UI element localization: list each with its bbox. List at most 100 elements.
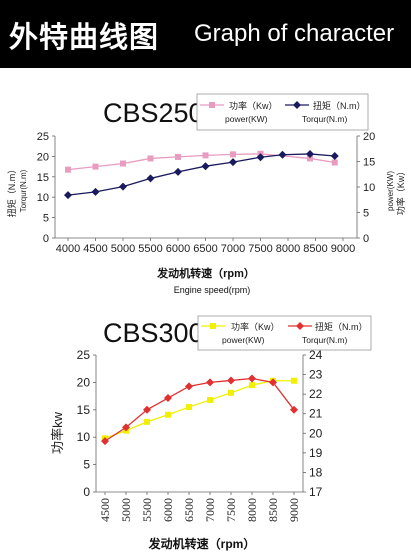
- chart1-ytick-left-label: 5: [43, 213, 49, 225]
- chart2-legend-torque-marker: [296, 322, 304, 330]
- header-title-en: Graph of character: [194, 20, 395, 47]
- chart2-series-1-point: [269, 378, 277, 387]
- chart1-series-1-point: [64, 191, 72, 200]
- chart1-series-0-point: [147, 155, 154, 162]
- chart1-series-0-point: [230, 151, 236, 158]
- chart1-ytick-right-label: 0: [363, 233, 369, 245]
- chart1-legend: 功率（Kw） power(KW) 扭矩（N.m） Torqur(N.m): [196, 93, 369, 131]
- chart1-legend-power-marker: [209, 102, 215, 108]
- chart1-series-0-point: [331, 159, 338, 166]
- chart1-series: [64, 149, 339, 200]
- chart1-xtick-label: 9000: [331, 243, 355, 255]
- chart2-series-0-point: [207, 396, 213, 403]
- chart1-series-1-point: [330, 151, 339, 160]
- chart2-xlabel: 发动机转速（rpm）: [148, 536, 256, 551]
- chart2-series-1-point: [206, 378, 214, 387]
- chart2-ytick-left-label: 20: [77, 375, 91, 389]
- cbs300-chart: CBS300 功率（Kw） power(KW) 扭矩（N.m） Torqur(N…: [50, 315, 372, 551]
- chart1-ytick-right-label: 5: [363, 208, 369, 220]
- chart2-xtick-label: 7000: [203, 498, 217, 522]
- chart2-legend: 功率（Kw） power(KW) 扭矩（N.m） Torqur(N.m): [197, 315, 372, 351]
- chart1-ylabel-right: 功率（Kw）: [395, 167, 406, 216]
- chart1-title: CBS250: [103, 98, 204, 128]
- chart2-ytick-right-label: 19: [309, 446, 323, 460]
- chart2-ytick-right-label: 17: [309, 485, 323, 499]
- chart2-series-0-line: [104, 380, 294, 439]
- chart2-ytick-left-label: 10: [77, 430, 91, 444]
- chart1-ytick-left-label: 20: [37, 151, 49, 163]
- chart1-series-1-line: [67, 153, 335, 196]
- chart2-series-1-point: [164, 394, 172, 403]
- chart1-series-0-line: [67, 153, 335, 171]
- chart2-ytick-right-label: 23: [309, 368, 323, 382]
- chart2-xtick-label: 8500: [266, 498, 280, 522]
- chart1-xtick-label: 7500: [248, 243, 272, 255]
- chart2-ytick-right-label: 21: [309, 407, 323, 421]
- chart1-series-1-point: [146, 174, 155, 183]
- chart2-series-1-point: [185, 382, 193, 391]
- chart2-xtick-label: 9000: [287, 498, 301, 522]
- chart2-legend-torque-label: 扭矩（N.m）: [315, 321, 368, 332]
- chart1-series-1-point: [306, 149, 314, 158]
- chart1-series-0-point: [307, 155, 313, 162]
- chart1-legend-power-label-en: power(KW): [225, 114, 268, 124]
- chart2-series-0-point: [144, 418, 150, 425]
- chart1-series-0-point: [202, 152, 209, 159]
- chart2-series-1-point: [122, 423, 130, 432]
- chart2-xtick-label: 5500: [140, 498, 154, 522]
- chart2-series-1-point: [143, 405, 151, 414]
- chart1-series-1-point: [201, 162, 210, 171]
- chart1-series-0-point: [120, 160, 126, 167]
- chart2-ylabel-left: 功率kw: [50, 411, 65, 454]
- chart1-xtick-label: 4500: [83, 243, 107, 255]
- chart1-series-1-point: [229, 158, 237, 167]
- chart2-xtick-label: 5000: [119, 498, 133, 522]
- chart1-ytick-right-label: 15: [363, 157, 375, 169]
- chart1-ytick-left-label: 15: [37, 172, 49, 184]
- chart1-ytick-right-label: 20: [363, 131, 375, 143]
- chart2-xtick-label: 6000: [161, 498, 175, 522]
- chart1-xtick-label: 8500: [303, 243, 327, 255]
- chart1-series-1-point: [174, 167, 182, 176]
- chart2-xtick-label: 6500: [182, 498, 196, 522]
- chart1-ytick-right-label: 10: [363, 182, 375, 194]
- chart2-series-1-point: [290, 405, 298, 414]
- chart2-axes: 0 5 10 15 20 25 17 18 19 20 21 22 23 24 4500 5000 5500 60…: [77, 348, 323, 522]
- chart1-ylabel-right-en: power(KW): [386, 171, 395, 211]
- chart1-xtick-label: 4000: [56, 243, 80, 255]
- chart1-xlabel: 发动机转速（rpm）: [156, 266, 255, 280]
- chart2-ytick-left-label: 5: [83, 458, 90, 472]
- chart1-series-1-point: [119, 182, 127, 191]
- chart2-title: CBS300: [103, 318, 204, 348]
- cbs250-chart: CBS250 功率（Kw） power(KW) 扭矩（N.m） Torqur(N…: [6, 93, 406, 295]
- chart2-series-1-point: [227, 376, 235, 385]
- chart2-ytick-right-label: 24: [309, 348, 323, 362]
- chart1-ytick-left-label: 10: [37, 192, 49, 204]
- chart1-series-0-point: [92, 163, 99, 170]
- chart1-series-0-point: [65, 166, 71, 173]
- chart2-legend-power-marker: [210, 323, 216, 329]
- chart1-series-1-point: [278, 150, 287, 159]
- chart1-series-0-point: [175, 153, 181, 160]
- chart1-xtick-label: 6500: [193, 243, 217, 255]
- chart2-xtick-label: 8000: [245, 498, 259, 522]
- page-header: 外特曲线图 Graph of character: [0, 0, 411, 68]
- chart1-series-1-point: [91, 187, 100, 196]
- chart1-xtick-label: 5000: [111, 243, 135, 255]
- chart1-ylabel-left-en: Torqur(N.m): [19, 169, 28, 212]
- chart2-series-1-point: [248, 374, 256, 383]
- chart1-xtick-label: 5500: [138, 243, 162, 255]
- chart2-ytick-right-label: 18: [309, 465, 323, 479]
- chart1-xtick-label: 7000: [221, 243, 245, 255]
- chart2-xtick-label: 7500: [224, 498, 238, 522]
- chart2-series-0-point: [249, 382, 255, 389]
- chart2-ytick-left-label: 0: [83, 485, 90, 499]
- chart2-series-0-point: [165, 411, 171, 418]
- chart2-series-0-point: [186, 404, 192, 411]
- chart2-series: [101, 374, 298, 446]
- chart1-series-1-point: [256, 153, 265, 162]
- chart2-legend-power-label-en: power(KW): [222, 335, 265, 345]
- chart2-ytick-right-label: 22: [309, 387, 323, 401]
- chart1-legend-torque-label-en: Torqur(N.m): [302, 114, 348, 124]
- chart1-axes: 0 5 10 15 20 25 0 5 10 15 20 4000 4500 5000 5500 6000 65…: [37, 131, 376, 255]
